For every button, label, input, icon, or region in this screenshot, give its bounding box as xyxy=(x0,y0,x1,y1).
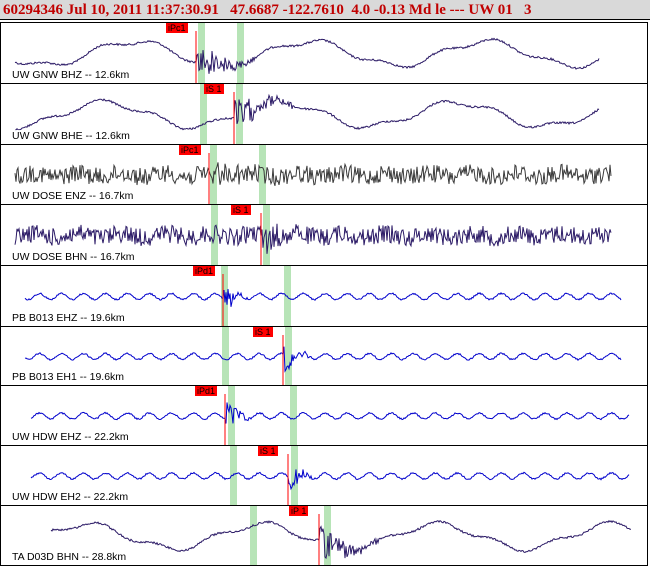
channel-label: UW DOSE BHN -- 16.7km xyxy=(12,251,135,263)
phase-pick-label[interactable]: iPc1 xyxy=(179,145,201,155)
waveform-trace xyxy=(30,402,630,424)
phase-window-marker xyxy=(237,23,244,83)
channel-label: UW HDW EHZ -- 22.2km xyxy=(12,431,129,443)
phase-window-marker xyxy=(291,446,298,505)
phase-pick-label[interactable]: iPc1 xyxy=(166,23,188,33)
phase-window-marker xyxy=(228,386,235,445)
waveform-plot xyxy=(24,266,622,326)
waveform-plot xyxy=(14,145,612,204)
channel-label: UW DOSE ENZ -- 16.7km xyxy=(12,190,134,202)
phase-window-marker xyxy=(200,84,207,144)
phase-pick-label[interactable]: iP 1 xyxy=(289,506,309,516)
phase-window-marker xyxy=(236,84,243,144)
waveform-trace xyxy=(14,223,612,254)
seismogram-panel[interactable]: iPc1 UW GNW BHZ -- 12.6km xyxy=(0,22,648,83)
channel-label: UW HDW EH2 -- 22.2km xyxy=(12,491,129,503)
waveform-trace xyxy=(14,37,600,74)
phase-window-marker xyxy=(324,506,331,565)
waveform-trace xyxy=(24,346,622,373)
channel-label: PB B013 EHZ -- 19.6km xyxy=(12,312,125,324)
event-header: 60294346 Jul 10, 2011 11:37:30.91 47.668… xyxy=(0,0,650,20)
phase-window-marker xyxy=(250,506,257,565)
channel-label: PB B013 EH1 -- 19.6km xyxy=(12,371,125,383)
waveform-trace xyxy=(24,288,622,307)
phase-window-marker xyxy=(222,327,229,385)
waveform-trace xyxy=(14,162,612,186)
seismogram-panel[interactable]: iPd1 PB B013 EHZ -- 19.6km xyxy=(0,265,648,326)
phase-window-marker xyxy=(198,23,205,83)
waveform-plot xyxy=(30,446,630,505)
phase-pick-label[interactable]: iS 1 xyxy=(231,205,251,215)
waveform-plot xyxy=(24,327,622,385)
channel-label: UW GNW BHZ -- 12.6km xyxy=(12,69,130,81)
seismogram-panel[interactable]: iS 1 UW HDW EH2 -- 22.2km xyxy=(0,445,648,505)
waveform-plot xyxy=(14,23,600,83)
waveform-plot xyxy=(14,84,600,144)
phase-window-marker xyxy=(290,386,297,445)
waveform-trace xyxy=(50,519,631,560)
seismogram-panel[interactable]: iS 1 UW DOSE BHN -- 16.7km xyxy=(0,204,648,265)
channel-label: UW GNW BHE -- 12.6km xyxy=(12,130,130,142)
waveform-plot xyxy=(30,386,630,445)
waveform-plot xyxy=(14,205,612,265)
phase-window-marker xyxy=(259,145,266,204)
seismogram-panels: iPc1 UW GNW BHZ -- 12.6km iS 1 UW GNW BH… xyxy=(0,22,650,566)
seismogram-panel[interactable]: iPc1 UW DOSE ENZ -- 16.7km xyxy=(0,144,648,204)
channel-label: TA D03D BHN -- 28.8km xyxy=(12,551,127,563)
waveform-trace xyxy=(30,469,630,491)
seismogram-panel[interactable]: iS 1 PB B013 EH1 -- 19.6km xyxy=(0,326,648,385)
seismogram-panel[interactable]: iS 1 UW GNW BHE -- 12.6km xyxy=(0,83,648,144)
phase-pick-label[interactable]: iPd1 xyxy=(193,266,216,276)
phase-pick-label[interactable]: iS 1 xyxy=(204,84,224,94)
phase-pick-label[interactable]: iS 1 xyxy=(253,327,273,337)
phase-window-marker xyxy=(285,327,292,385)
waveform-trace xyxy=(14,93,600,131)
waveform-plot xyxy=(50,506,631,565)
seismogram-panel[interactable]: iP 1 TA D03D BHN -- 28.8km xyxy=(0,505,648,566)
phase-pick-label[interactable]: iPd1 xyxy=(195,386,218,396)
seismogram-panel[interactable]: iPd1 UW HDW EHZ -- 22.2km xyxy=(0,385,648,445)
phase-pick-label[interactable]: iS 1 xyxy=(258,446,278,456)
